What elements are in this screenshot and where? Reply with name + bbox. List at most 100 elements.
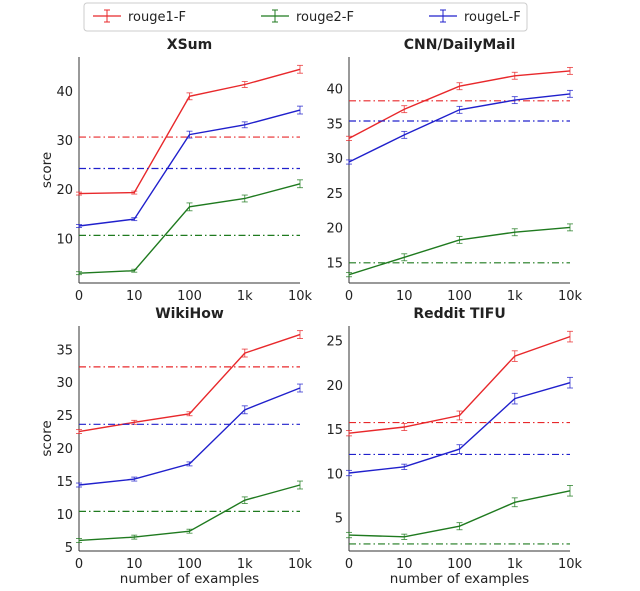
x-tick-label: 1k: [507, 289, 523, 304]
error-bar: [511, 392, 518, 405]
y-tick-label: 15: [326, 256, 343, 271]
series-rouge1-f: [346, 66, 573, 141]
y-tick-label: 30: [56, 134, 73, 149]
error-bar: [567, 66, 573, 75]
panel-title: XSum: [167, 37, 212, 53]
series-rouge1-f: [76, 330, 303, 435]
y-tick-label: 30: [56, 376, 73, 391]
panel-wikihow: WikiHow 0 10 100 1k 10k 5 10 15 20 25 30 35 score numb…: [39, 306, 313, 587]
error-bar: [567, 89, 573, 98]
error-bar: [511, 96, 518, 105]
error-bar: [241, 405, 248, 415]
error-bar: [186, 202, 193, 212]
error-bar: [297, 383, 303, 393]
series-rougel-f: [76, 105, 303, 228]
y-tick-label: 30: [326, 152, 343, 167]
x-axis-label: number of examples: [120, 571, 259, 587]
error-bar: [297, 179, 303, 189]
x-tick-label: 10: [126, 557, 143, 572]
error-bar: [346, 159, 352, 165]
error-bar: [297, 330, 303, 339]
series-rouge2-f: [76, 179, 303, 276]
error-bar: [241, 121, 248, 129]
y-tick-label: 40: [326, 82, 343, 97]
y-tick-label: 20: [56, 442, 73, 457]
error-bar: [456, 82, 463, 91]
error-bar: [131, 268, 138, 273]
error-bar: [511, 228, 518, 237]
error-bar: [131, 190, 138, 195]
x-tick-label: 100: [447, 289, 472, 304]
x-tick-label: 100: [447, 557, 472, 572]
series-rouge2-f: [346, 223, 573, 278]
error-bar: [401, 105, 408, 114]
y-tick-label: 35: [56, 343, 73, 358]
error-bar: [456, 235, 463, 244]
error-bar: [511, 350, 518, 362]
x-tick-label: 1k: [237, 289, 253, 304]
error-bar: [186, 528, 193, 534]
series-rouge2-f: [346, 484, 573, 545]
y-axis-label: score: [39, 420, 55, 456]
y-tick-label: 15: [56, 475, 73, 490]
error-bar: [76, 271, 82, 276]
series-line: [348, 226, 571, 276]
error-bar: [511, 497, 518, 508]
y-tick-label: 40: [56, 85, 73, 100]
y-tick-label: 35: [326, 117, 343, 132]
error-bar: [76, 224, 82, 228]
x-tick-label: 0: [75, 557, 83, 572]
error-bar: [401, 253, 408, 262]
error-bar: [456, 444, 463, 455]
legend-label: rouge1-F: [128, 10, 186, 25]
legend-entry-rougel-f: rougeL-F: [429, 9, 521, 25]
error-bar: [401, 130, 408, 139]
x-tick-label: 10: [396, 289, 413, 304]
x-tick-label: 1k: [507, 557, 523, 572]
x-axis-label: number of examples: [390, 571, 529, 587]
error-bar: [346, 135, 352, 141]
legend-label: rougeL-F: [464, 10, 521, 25]
x-tick-label: 0: [345, 557, 353, 572]
panel-xsum: XSum 0 10 100 1k 10k 10 20 30 40 score: [39, 37, 313, 304]
x-tick-label: 10: [126, 289, 143, 304]
series-rouge2-f: [76, 480, 303, 543]
series-line: [348, 93, 571, 163]
error-bar: [131, 476, 138, 482]
x-tick-label: 100: [177, 557, 202, 572]
x-tick-label: 10k: [288, 289, 313, 304]
error-bar: [241, 194, 248, 203]
error-bar: [241, 496, 248, 504]
panel-title: Reddit TIFU: [413, 306, 505, 322]
legend: rouge1-F rouge2-F rougeL-F: [83, 2, 528, 32]
x-tick-label: 0: [75, 289, 83, 304]
error-bar: [297, 480, 303, 490]
y-tick-label: 5: [335, 512, 343, 527]
x-tick-label: 1k: [237, 557, 253, 572]
error-bar: [567, 330, 573, 343]
y-tick-label: 10: [56, 508, 73, 523]
error-bar: [401, 533, 408, 540]
series-line: [348, 70, 571, 140]
y-tick-label: 20: [56, 183, 73, 198]
error-bar: [567, 376, 573, 389]
series-rougel-f: [346, 376, 573, 477]
series-rougel-f: [76, 383, 303, 488]
series-line: [348, 382, 571, 474]
x-tick-label: 100: [177, 289, 202, 304]
error-bar: [456, 522, 463, 531]
error-bar: [241, 348, 248, 358]
y-tick-label: 5: [65, 541, 73, 556]
legend-entry-rouge1-f: rouge1-F: [93, 9, 186, 25]
error-bar: [456, 105, 463, 114]
error-bar: [76, 191, 82, 196]
error-bar: [131, 217, 138, 222]
error-bar: [186, 130, 193, 139]
error-bar: [511, 71, 518, 80]
error-bar: [346, 430, 352, 437]
y-tick-label: 10: [326, 467, 343, 482]
y-axis-label: score: [39, 152, 55, 188]
error-bar: [241, 81, 248, 88]
x-tick-label: 10k: [558, 289, 583, 304]
x-tick-label: 10k: [288, 557, 313, 572]
